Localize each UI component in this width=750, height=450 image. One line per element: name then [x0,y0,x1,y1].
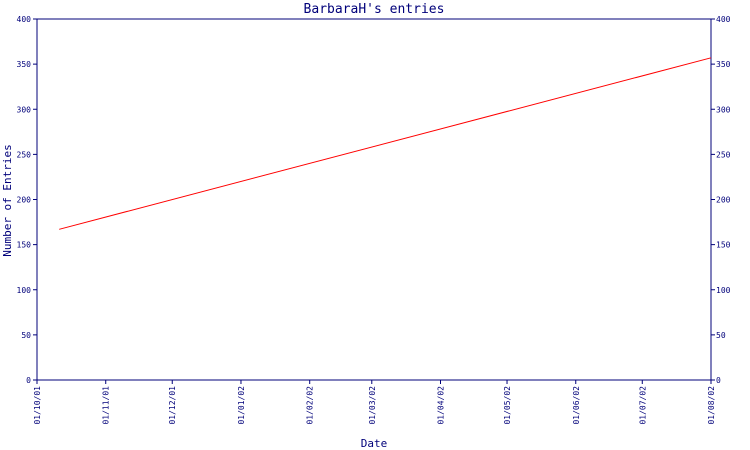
y-tick-label-right: 300 [716,105,731,114]
chart-title: BarbaraH's entries [304,2,445,17]
x-axis-title: Date [361,437,388,450]
y-tick-label-right: 250 [716,150,731,159]
y-tick-label-right: 350 [716,60,731,69]
x-tick-label: 01/10/01 [33,386,42,425]
y-axis-right: 0 50 100 150 200 250 300 350 400 [711,15,731,385]
y-tick-label: 50 [21,331,31,340]
x-tick-label: 01/08/02 [707,386,716,425]
x-tick-label: 01/01/02 [237,386,246,425]
y-tick-label-right: 400 [716,15,731,24]
y-tick-label: 150 [17,241,32,250]
x-tick-label: 01/02/02 [306,386,315,425]
series-layer [59,57,712,230]
y-axis-left: 0 50 100 150 200 250 300 350 400 [17,15,37,385]
x-tick-label: 01/07/02 [638,386,647,425]
y-tick-label: 400 [17,15,32,24]
y-tick-label-right: 0 [716,376,721,385]
y-tick-label-right: 150 [716,241,731,250]
plot-area [36,18,712,381]
x-tick-label: 01/06/02 [572,386,581,425]
x-tick-label: 01/11/01 [102,386,111,425]
y-tick-label-right: 100 [716,286,731,295]
x-tick-label: 01/12/01 [168,386,177,425]
y-tick-label: 350 [17,60,32,69]
x-tick-label: 01/04/02 [437,386,446,425]
x-tick-label: 01/05/02 [503,386,512,425]
y-tick-label: 300 [17,105,32,114]
series-line [59,57,712,230]
y-tick-label: 0 [26,376,31,385]
y-tick-label: 250 [17,150,32,159]
y-tick-label: 100 [17,286,32,295]
x-axis: 01/10/01 01/11/01 01/12/01 01/01/02 01/02/02… [33,380,716,425]
plot-border [36,18,712,381]
y-tick-label-right: 50 [716,331,726,340]
y-tick-label: 200 [17,196,32,205]
y-axis-title: Number of Entries [1,144,14,257]
x-tick-label: 01/03/02 [368,386,377,425]
y-tick-label-right: 200 [716,196,731,205]
